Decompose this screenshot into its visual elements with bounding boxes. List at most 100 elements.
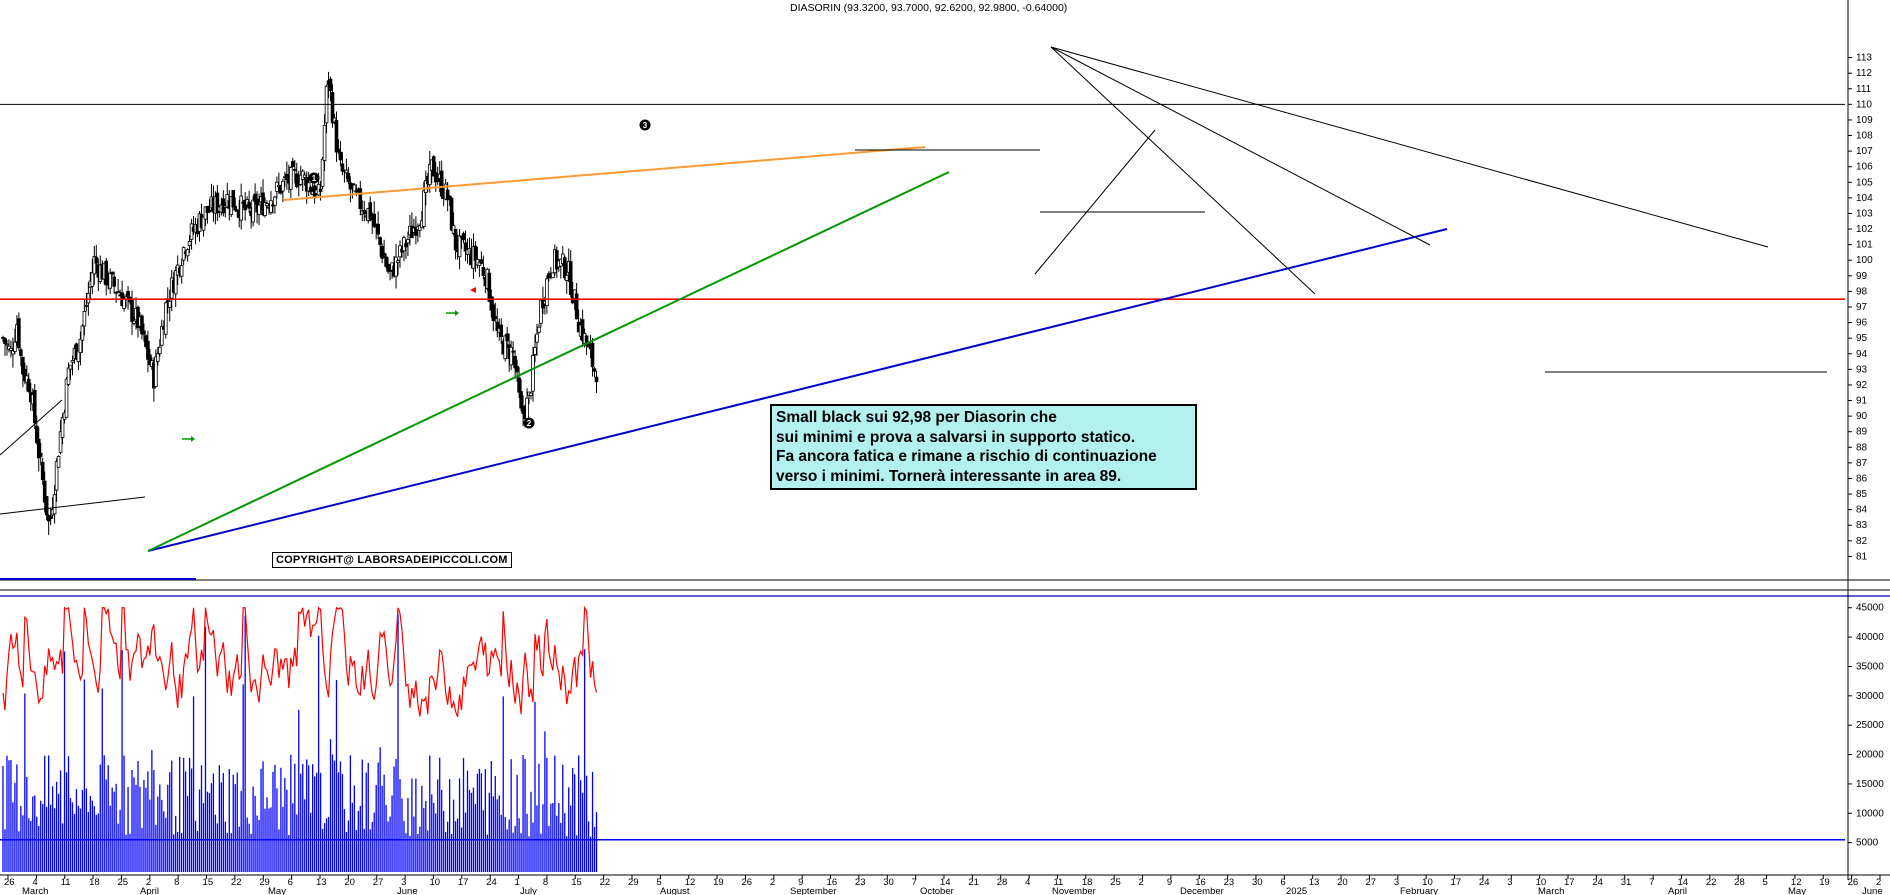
day-tick-label: 10	[1536, 877, 1547, 888]
day-tick-label: 23	[855, 877, 866, 888]
day-tick-label: 6	[288, 877, 293, 888]
candle-body	[27, 378, 31, 392]
candle-body	[292, 168, 297, 171]
candle-body	[13, 341, 17, 352]
candle-body	[574, 293, 579, 320]
candle-body	[555, 250, 559, 270]
price-tick-label: 100	[1856, 255, 1873, 266]
candle-body	[44, 496, 49, 516]
candle-body	[439, 170, 444, 197]
day-tick-label: 9	[798, 877, 803, 888]
price-tick-label: 96	[1856, 318, 1868, 329]
price-tick-label: 94	[1856, 349, 1868, 360]
candle-body	[9, 348, 13, 351]
candle-body	[330, 92, 335, 124]
candle-body	[3, 337, 7, 344]
candle-body	[257, 204, 261, 215]
candle-body	[404, 243, 408, 248]
candle-body	[201, 216, 206, 231]
candle-body	[306, 182, 311, 192]
day-tick-label: 2	[1876, 877, 1881, 888]
candle-body	[592, 368, 597, 372]
price-tick-label: 105	[1856, 177, 1873, 188]
candle-body	[435, 176, 440, 182]
candle-body	[52, 494, 57, 515]
candle-body	[584, 335, 589, 346]
trendline-left-1	[0, 496, 146, 515]
candle-body	[427, 163, 432, 185]
price-tick-label: 111	[1856, 84, 1872, 95]
candle-body	[112, 276, 116, 287]
candle-body	[203, 206, 208, 220]
candle-body	[362, 209, 367, 215]
price-tick-label: 107	[1856, 146, 1873, 157]
candle-body	[535, 333, 539, 343]
candle-body	[173, 270, 178, 295]
volume-tick-label: 35000	[1856, 661, 1884, 672]
price-tick-label: 84	[1856, 505, 1868, 516]
candle-body	[148, 354, 152, 365]
candle-body	[515, 366, 519, 373]
volume-bars	[2, 613, 598, 872]
day-tick-label: 30	[883, 877, 894, 888]
day-tick-label: 17	[1451, 877, 1462, 888]
candle-body	[158, 346, 162, 354]
candle-body	[163, 302, 168, 335]
day-tick-label: 24	[486, 877, 497, 888]
candle-body	[86, 292, 91, 304]
copyright-label: COPYRIGHT@ LABORSADEIPICCOLI.COM	[272, 552, 512, 568]
candle-body	[40, 461, 45, 481]
volume-ma-line	[2, 605, 598, 718]
day-tick-label: 13	[316, 877, 327, 888]
candle-body	[80, 325, 85, 341]
wave-marker-label: 2	[527, 419, 532, 428]
candle-body	[251, 199, 255, 223]
price-tick-label: 104	[1856, 193, 1873, 204]
volume-tick-label: 45000	[1856, 603, 1884, 614]
trendline-black-main	[1050, 46, 1769, 248]
day-tick-label: 8	[174, 877, 179, 888]
candle-body	[233, 205, 238, 211]
price-tick-label: 89	[1856, 427, 1868, 438]
day-tick-label: 6	[1280, 877, 1285, 888]
candle-body	[142, 330, 146, 335]
candle-body	[58, 431, 63, 453]
candle-body	[495, 321, 500, 332]
price-tick-label: 83	[1856, 520, 1868, 531]
candle-body	[76, 350, 81, 363]
candle-body	[294, 173, 299, 187]
price-tick-label: 97	[1856, 302, 1868, 313]
candle-body	[479, 259, 484, 264]
analysis-line: Fa ancora fatica e rimane a rischio di c…	[776, 448, 1157, 465]
candle-body	[308, 187, 313, 193]
candle-body	[90, 272, 95, 287]
trendline-blue	[147, 228, 1448, 552]
candle-body	[376, 223, 380, 235]
price-tick-label: 99	[1856, 271, 1868, 282]
candle-body	[338, 151, 343, 161]
price-tick-label: 93	[1856, 364, 1868, 375]
month-label: February	[1400, 886, 1438, 895]
candle-body	[406, 239, 410, 244]
arrow-green-head	[455, 310, 459, 316]
analysis-line: Small black sui 92,98 per Diasorin che	[776, 409, 1057, 426]
candle-body	[78, 338, 83, 354]
price-tick-label: 103	[1856, 208, 1873, 219]
candle-body	[551, 272, 555, 279]
candle-body	[505, 333, 509, 342]
candle-body	[509, 346, 513, 366]
candle-body	[70, 360, 75, 363]
candle-body	[239, 195, 244, 221]
candle-body	[48, 515, 53, 520]
candle-body	[179, 265, 184, 277]
day-tick-label: 2	[770, 877, 775, 888]
candle-body	[499, 324, 504, 337]
candle-body	[457, 235, 462, 258]
candle-body	[424, 180, 428, 194]
candle-body	[322, 124, 327, 161]
candle-body	[336, 148, 341, 153]
day-tick-label: 1	[515, 877, 520, 888]
candle-body	[94, 256, 99, 264]
candle-body	[140, 315, 144, 335]
